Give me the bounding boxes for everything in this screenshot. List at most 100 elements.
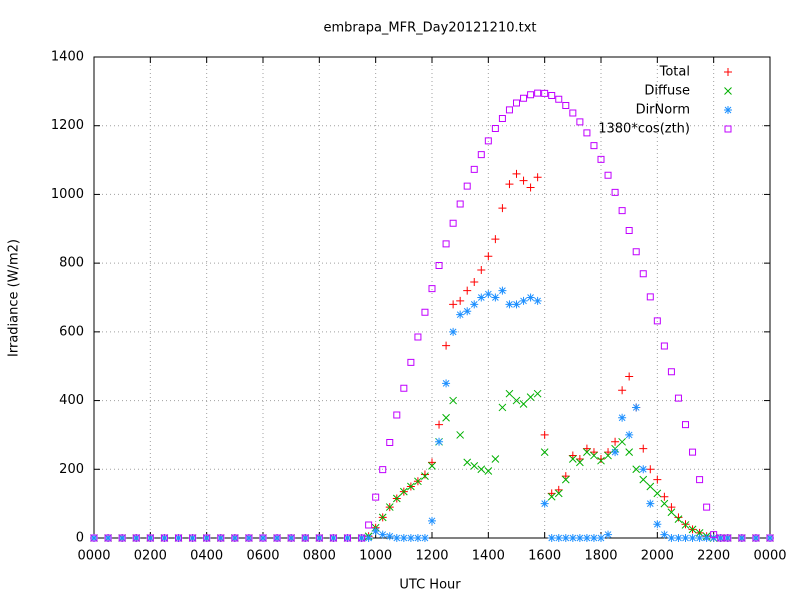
y-tick-label: 0 [76,531,84,546]
data-point [146,534,154,542]
data-point [604,451,612,460]
data-point [582,444,591,453]
data-point [611,437,620,446]
data-point [660,492,669,501]
data-point [365,521,373,529]
x-tick-label: 1200 [415,549,448,564]
data-point [428,461,436,470]
data-point [372,493,380,501]
data-point [456,431,465,439]
data-point [533,389,542,398]
data-point [477,151,485,159]
data-point [597,534,605,542]
data-point [442,379,451,388]
data-point [512,396,521,405]
data-point [104,534,112,542]
data-point [646,465,655,474]
data-point [428,516,436,525]
data-point [132,534,141,542]
data-point [766,534,774,542]
y-tick-label: 400 [59,393,84,408]
data-point [449,327,458,336]
x-tick-label: 2000 [641,549,674,564]
data-point [463,458,472,467]
data-point [766,534,774,542]
data-point [470,165,478,173]
data-point [104,534,113,542]
data-point [674,513,683,522]
data-point [456,296,465,305]
data-point [491,455,500,463]
data-point [449,396,457,405]
data-point [547,489,556,498]
data-point [118,534,127,542]
data-point [378,513,387,522]
x-tick-label: 0000 [753,549,786,564]
data-point [667,534,676,542]
data-point [583,448,591,456]
data-point [576,458,584,467]
data-point [463,182,471,190]
data-point [512,300,521,309]
data-point [385,532,394,541]
data-point [597,454,605,463]
data-point [188,534,197,542]
data-point [442,413,450,422]
data-point [520,94,528,102]
data-point [315,534,324,542]
data-point [534,89,542,97]
data-point [562,101,570,109]
y-tick-label: 1000 [51,187,84,202]
data-point [470,278,479,287]
data-point [505,389,514,398]
data-point [751,534,760,542]
data-point [576,118,584,126]
data-point [505,300,514,309]
data-point [519,176,528,185]
data-point [146,534,155,542]
data-point [90,534,98,542]
data-point [392,534,401,542]
chart-title: embrapa_MFR_Day20121210.txt [323,21,536,36]
data-point [646,499,655,508]
data-point [589,534,598,542]
data-point [696,476,704,484]
data-point [526,393,535,401]
x-tick-label: 0200 [134,549,167,564]
data-point [555,95,563,103]
data-point [533,296,542,305]
data-point [689,448,697,456]
data-point [632,248,640,256]
data-point [561,475,570,484]
data-point [273,534,282,542]
data-point [681,534,690,542]
data-point [449,219,457,227]
data-point [597,456,605,465]
data-point [371,527,380,536]
data-point [343,534,352,542]
data-point [688,525,697,534]
data-point [435,437,444,446]
data-point [618,386,627,395]
legend-marker [724,68,732,76]
data-point [513,99,520,107]
data-point [526,183,535,192]
data-point [421,472,429,481]
data-point [484,252,493,261]
data-point [393,411,401,419]
data-point [681,521,690,529]
data-point [160,534,168,542]
data-point [414,477,422,486]
data-point [456,200,464,208]
data-point [407,482,415,491]
data-point [259,534,267,542]
data-point [315,534,323,542]
data-point [540,430,549,439]
legend-marker [724,87,732,95]
data-point [526,293,535,302]
data-point [442,240,450,248]
data-point [413,534,422,542]
data-point [364,534,373,542]
data-point [287,534,296,542]
data-point [203,534,211,542]
